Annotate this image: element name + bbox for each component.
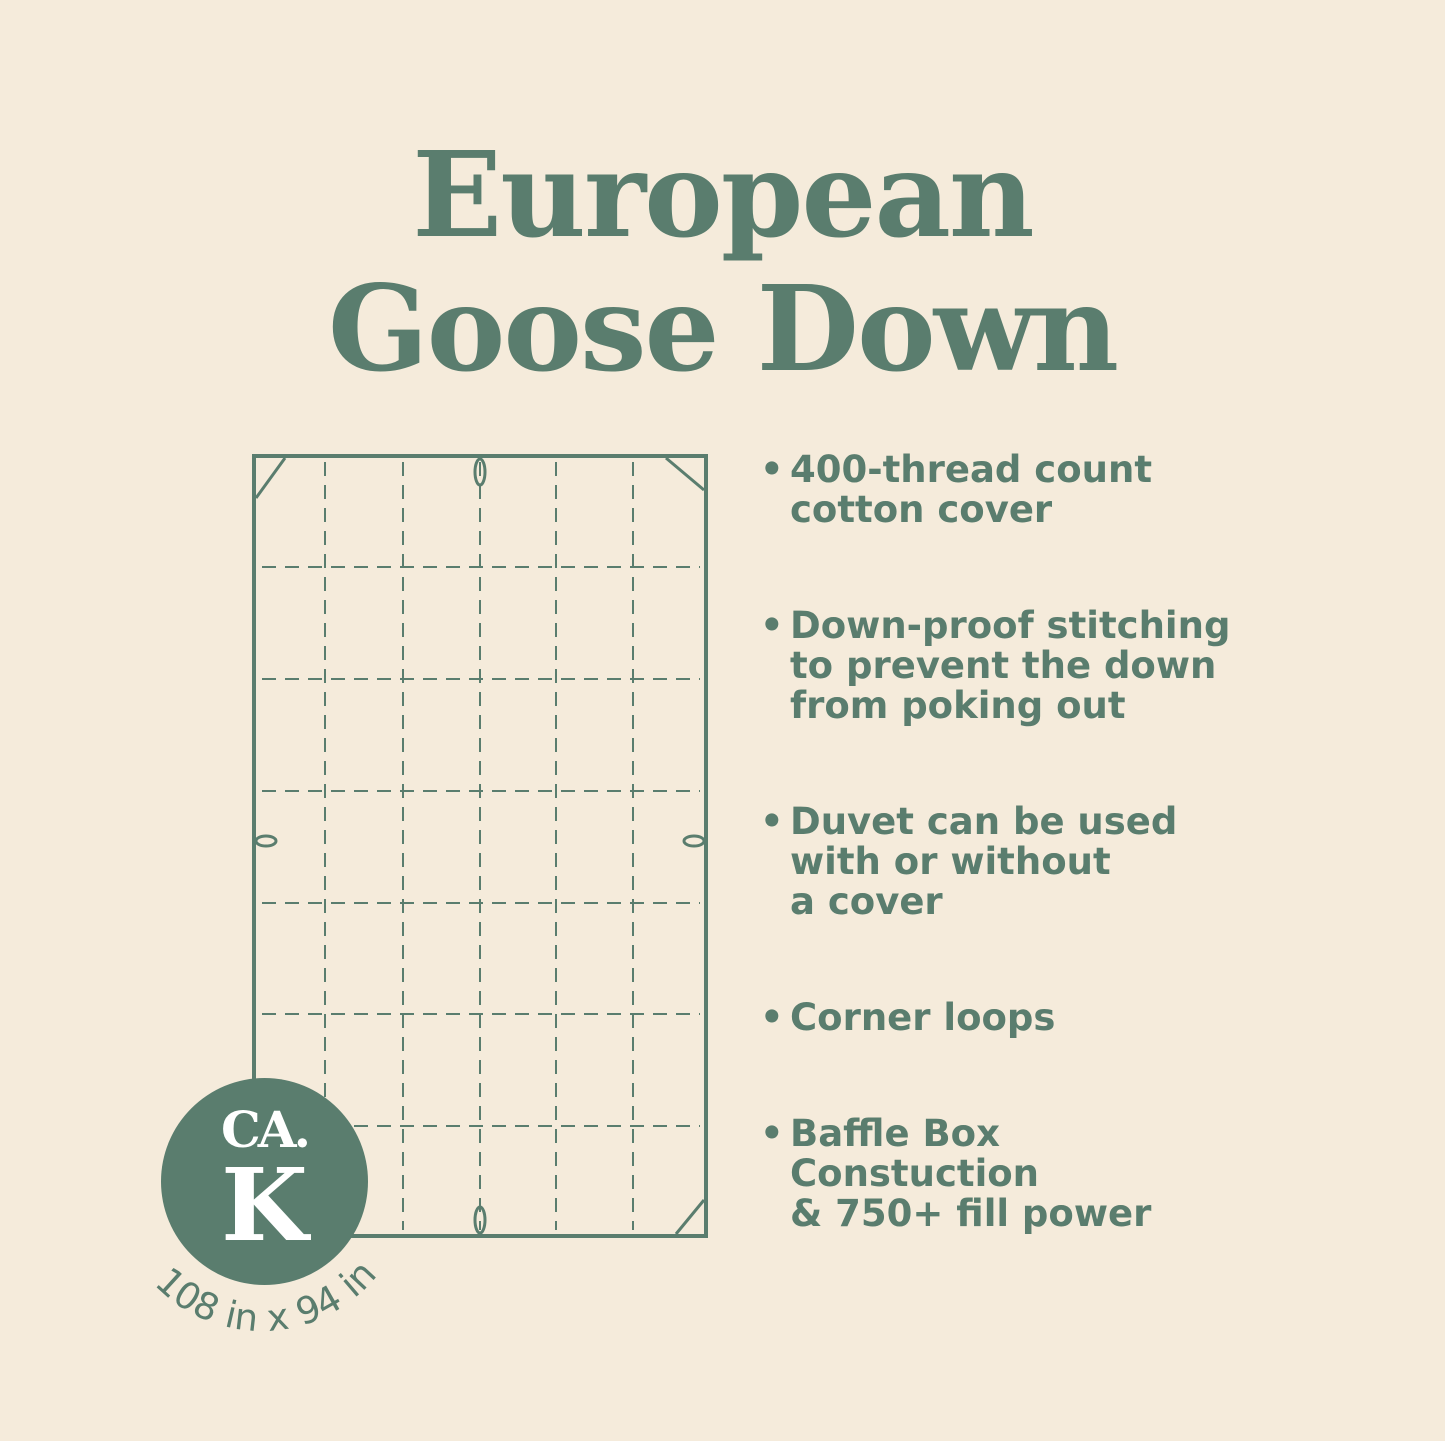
corner-tie [674,1199,706,1235]
feature-line: with or without [790,840,1111,883]
feature-line: a cover [790,880,943,923]
corner-tie [665,456,705,492]
feature-line: Constuction [790,1152,1040,1195]
loop [254,834,278,848]
logo-bottom-text: K [221,1146,308,1264]
feature-line: Duvet can be used [790,800,1178,843]
feature-line: Baffle Box [790,1112,1000,1155]
feature-line: 400-thread count [790,448,1153,491]
feature-item: Baffle Box Constuction & 750+ fill power [760,1114,1440,1234]
feature-line: cotton cover [790,488,1053,531]
loop [473,1205,487,1235]
feature-line: to prevent the down [790,644,1217,687]
svg-text:108 in x 94 in: 108 in x 94 in [147,1252,384,1340]
corner-tie [254,457,287,499]
feature-line: Corner loops [790,996,1056,1039]
feature-item: Duvet can be used with or without a cove… [760,802,1440,998]
corner-ties [254,456,706,1235]
feature-line: Down-proof stitching [790,604,1231,647]
dimensions-text: 108 in x 94 in [147,1252,384,1340]
brand-logo-badge: CA. K [161,1078,368,1285]
feature-line: from poking out [790,684,1126,727]
corner-loops [254,457,706,1235]
feature-list: 400-thread count cotton cover Down-proof… [760,450,1440,1234]
dimensions-label: 108 in x 94 in [147,1252,384,1340]
feature-line: & 750+ fill power [790,1192,1152,1235]
feature-item: Down-proof stitching to prevent the down… [760,606,1440,802]
loop [473,457,487,487]
page-title: European Goose Down [0,128,1445,396]
title-line-1: European [412,125,1034,264]
title-line-2: Goose Down [327,259,1119,398]
feature-item: Corner loops [760,998,1440,1114]
loop [682,834,706,848]
logo-top-text: CA. [221,1100,311,1159]
duvet-outline [252,454,708,1238]
feature-item: 400-thread count cotton cover [760,450,1440,606]
